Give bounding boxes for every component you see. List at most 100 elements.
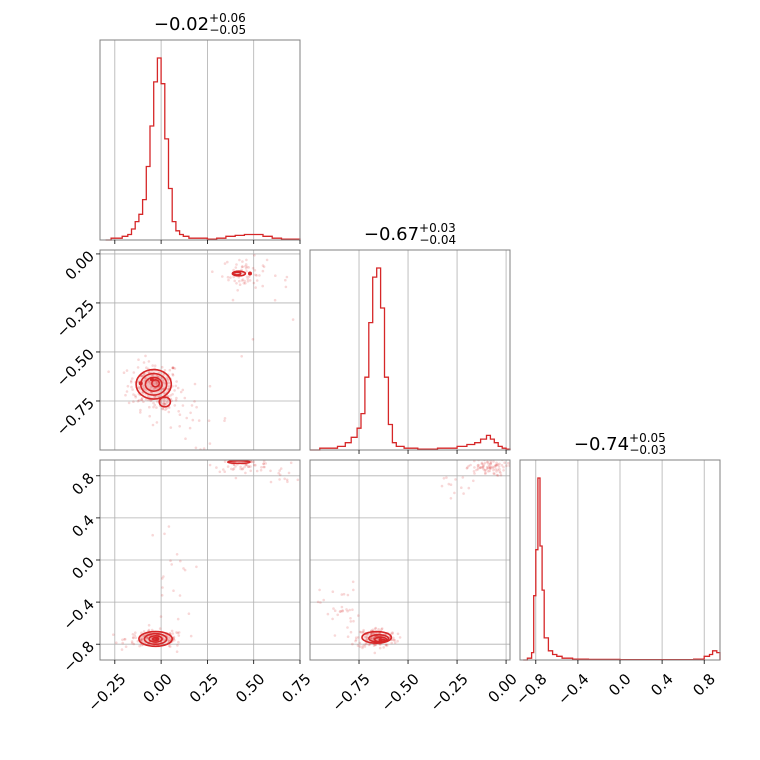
sample-point bbox=[143, 377, 147, 380]
panel-frame bbox=[99, 249, 301, 451]
sample-point bbox=[166, 452, 169, 455]
sample-point bbox=[162, 399, 166, 403]
sample-point bbox=[374, 643, 378, 647]
sample-point bbox=[467, 486, 471, 490]
sample-point bbox=[142, 400, 145, 404]
sample-point bbox=[336, 613, 340, 617]
param-title-2: −0.67+0.03 −0.04 bbox=[364, 221, 456, 247]
sample-point bbox=[163, 381, 166, 385]
sample-point bbox=[496, 474, 500, 477]
sample-point bbox=[178, 594, 182, 597]
sample-point bbox=[162, 575, 165, 578]
sample-point bbox=[262, 460, 266, 463]
sample-point bbox=[232, 268, 235, 272]
sample-point bbox=[359, 630, 363, 634]
sample-point bbox=[487, 465, 491, 468]
sample-point bbox=[167, 381, 171, 385]
sample-point bbox=[141, 638, 144, 641]
sample-point bbox=[373, 651, 377, 655]
sample-point bbox=[179, 390, 183, 394]
sample-point bbox=[287, 471, 291, 475]
sample-point bbox=[285, 478, 289, 482]
sample-point bbox=[380, 627, 383, 631]
sample-point bbox=[261, 264, 265, 267]
x-tick-label: −0.25 bbox=[84, 670, 129, 715]
sample-point bbox=[169, 394, 172, 397]
sample-point bbox=[155, 406, 158, 409]
sample-point bbox=[349, 620, 353, 623]
y-tick-label: 0.8 bbox=[68, 469, 98, 499]
sample-point bbox=[273, 298, 277, 302]
sample-point bbox=[352, 619, 355, 623]
sample-point bbox=[227, 278, 230, 282]
sample-point bbox=[161, 407, 165, 410]
sample-point bbox=[241, 467, 245, 470]
sample-point bbox=[369, 632, 373, 636]
sample-point bbox=[130, 641, 134, 645]
sample-point bbox=[346, 609, 349, 613]
sample-point bbox=[168, 368, 172, 372]
sample-point bbox=[232, 463, 236, 467]
sample-point bbox=[278, 478, 281, 481]
sample-point bbox=[372, 644, 376, 647]
sample-point bbox=[161, 387, 165, 391]
sample-point bbox=[483, 461, 487, 465]
sample-point bbox=[161, 577, 164, 580]
sample-point bbox=[175, 650, 179, 653]
sample-point bbox=[147, 360, 151, 363]
sample-point bbox=[269, 469, 272, 473]
sample-point bbox=[502, 465, 505, 469]
sample-point bbox=[244, 463, 248, 467]
sample-point bbox=[246, 277, 249, 281]
sample-point bbox=[155, 381, 158, 385]
sample-point bbox=[120, 648, 124, 651]
sample-point bbox=[481, 466, 485, 469]
sample-point bbox=[175, 380, 178, 383]
sample-point bbox=[178, 425, 181, 428]
sample-point bbox=[356, 644, 360, 647]
sample-point bbox=[149, 399, 153, 403]
sample-point bbox=[123, 637, 127, 641]
sample-point bbox=[223, 417, 227, 420]
sample-point bbox=[223, 460, 227, 463]
sample-point bbox=[378, 646, 382, 650]
sample-point bbox=[345, 608, 348, 611]
sample-point bbox=[247, 465, 250, 469]
sample-point bbox=[226, 260, 229, 264]
sample-point bbox=[489, 460, 492, 463]
sample-point bbox=[159, 615, 163, 618]
sample-point bbox=[243, 279, 246, 283]
sample-point bbox=[238, 279, 241, 283]
sample-point bbox=[234, 266, 238, 269]
sample-point bbox=[363, 645, 367, 648]
sample-point bbox=[496, 468, 500, 472]
sample-point bbox=[181, 388, 185, 392]
panel-frame bbox=[309, 459, 511, 661]
sample-point bbox=[255, 274, 258, 277]
sample-point bbox=[351, 608, 354, 611]
sample-point bbox=[167, 385, 171, 388]
sample-point bbox=[467, 464, 471, 468]
sample-point bbox=[239, 465, 242, 469]
sample-point bbox=[262, 462, 265, 466]
sample-point bbox=[485, 465, 489, 469]
sample-point bbox=[338, 610, 342, 613]
sample-point bbox=[365, 635, 369, 639]
sample-point bbox=[258, 274, 261, 277]
sample-point bbox=[142, 630, 146, 633]
sample-point bbox=[341, 609, 344, 612]
sample-point bbox=[131, 377, 134, 380]
sample-point bbox=[173, 638, 176, 642]
sample-point bbox=[354, 638, 358, 642]
sample-point bbox=[354, 639, 357, 643]
sample-point bbox=[137, 399, 141, 402]
sample-point bbox=[115, 641, 118, 644]
sample-point bbox=[182, 567, 185, 570]
sample-point bbox=[140, 643, 143, 647]
sample-point bbox=[136, 366, 140, 369]
sample-point bbox=[371, 638, 375, 641]
sample-point bbox=[152, 382, 155, 385]
sample-point bbox=[170, 563, 173, 566]
sample-point bbox=[122, 371, 126, 375]
sample-point bbox=[476, 467, 480, 471]
